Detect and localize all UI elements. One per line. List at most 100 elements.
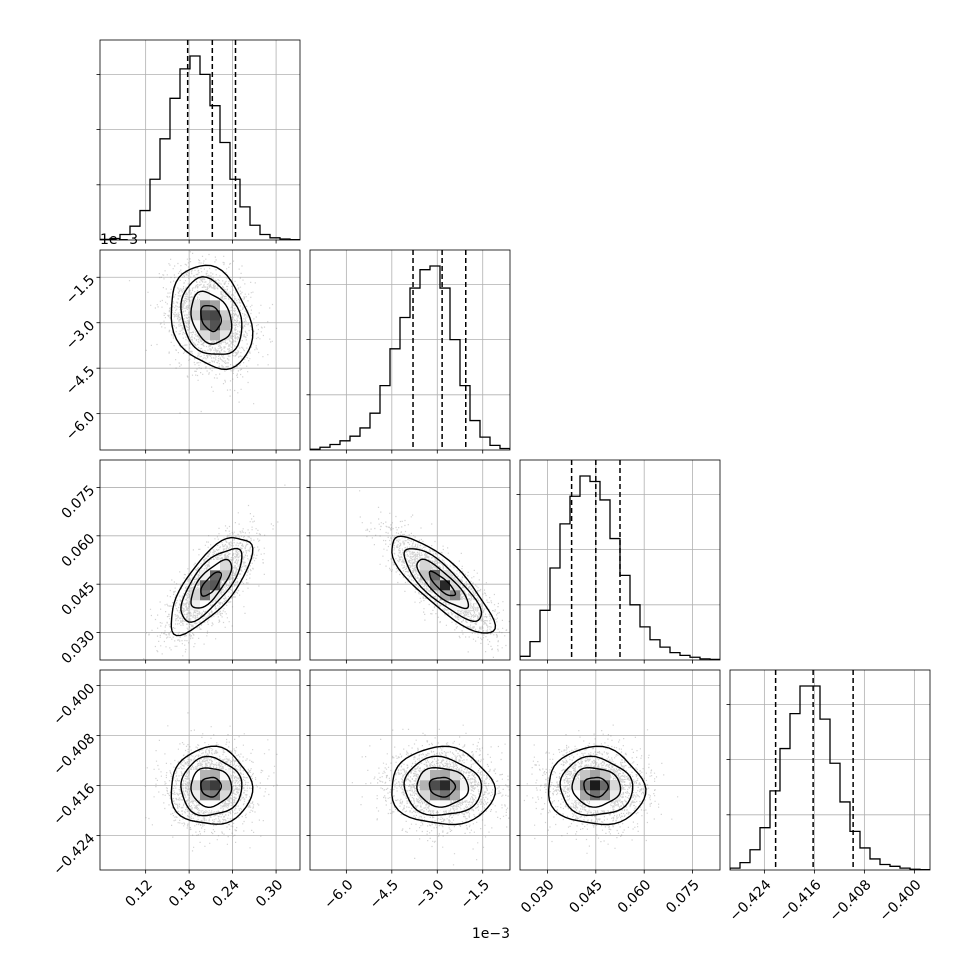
density-cell bbox=[220, 570, 231, 581]
density-cell bbox=[440, 790, 451, 801]
density-cell bbox=[580, 770, 591, 781]
panel-frame-3-0 bbox=[99, 669, 301, 871]
density-cell bbox=[220, 320, 231, 331]
x-tick-label: 0.18 bbox=[166, 877, 199, 910]
density-cell bbox=[220, 780, 231, 791]
y-tick-label: −1.5 bbox=[63, 272, 98, 307]
density-cell bbox=[430, 800, 441, 811]
contour-0 bbox=[200, 776, 222, 798]
contour-0 bbox=[428, 570, 457, 597]
panel-frame-2-1 bbox=[309, 459, 511, 661]
density-cell bbox=[590, 790, 601, 801]
density-cell bbox=[600, 790, 611, 801]
histogram-step bbox=[310, 265, 510, 450]
histogram-2 bbox=[520, 460, 720, 660]
joint-panel-3-0 bbox=[144, 712, 278, 852]
joint-panel-1-0 bbox=[128, 251, 278, 414]
contour-0 bbox=[200, 305, 222, 333]
contour-1 bbox=[190, 290, 233, 345]
density-cell bbox=[610, 780, 621, 791]
density-cell bbox=[430, 570, 441, 581]
density-cell bbox=[450, 790, 461, 801]
density-cell bbox=[210, 790, 221, 801]
contour-3 bbox=[548, 745, 647, 826]
density-cell bbox=[440, 780, 451, 791]
density-cell bbox=[590, 780, 601, 791]
histogram-3 bbox=[730, 670, 930, 870]
density-cell bbox=[210, 330, 221, 341]
contour-1 bbox=[571, 766, 622, 808]
panel-frame-3-1 bbox=[309, 669, 511, 871]
density-cell bbox=[450, 580, 461, 591]
x-tick-label: −0.416 bbox=[777, 877, 825, 925]
density-cell bbox=[190, 300, 201, 311]
density-cell bbox=[200, 330, 211, 341]
density-cell bbox=[190, 780, 201, 791]
contour-3 bbox=[170, 264, 254, 371]
density-cell bbox=[440, 570, 451, 581]
density-cell bbox=[210, 300, 221, 311]
x-tick-label: −4.5 bbox=[367, 877, 402, 912]
density-cell bbox=[210, 320, 221, 331]
contour-3 bbox=[391, 745, 497, 826]
panel-frame-1-0 bbox=[99, 249, 301, 451]
density-cell bbox=[600, 800, 611, 811]
density-cell bbox=[440, 800, 451, 811]
y-tick-label: 0.045 bbox=[59, 579, 99, 619]
density-cell bbox=[460, 790, 471, 801]
x-tick-label: 0.24 bbox=[210, 877, 243, 910]
joint-panel-3-1 bbox=[351, 724, 510, 866]
density-cell bbox=[440, 770, 451, 781]
density-cell bbox=[190, 790, 201, 801]
density-cell bbox=[220, 310, 231, 321]
contour-0 bbox=[583, 776, 609, 798]
x-tick-label: −1.5 bbox=[458, 877, 493, 912]
density-cell bbox=[200, 800, 211, 811]
contour-1 bbox=[416, 766, 470, 808]
x-tick-label: 0.060 bbox=[615, 877, 655, 917]
density-cell bbox=[190, 320, 201, 331]
density-cell bbox=[220, 790, 231, 801]
density-cell bbox=[580, 780, 591, 791]
density-cell bbox=[580, 790, 591, 801]
density-cell bbox=[210, 770, 221, 781]
density-cell bbox=[450, 770, 461, 781]
density-cell bbox=[210, 310, 221, 321]
density-cell bbox=[430, 780, 441, 791]
density-cell bbox=[210, 580, 221, 591]
panel-frame-3-3 bbox=[729, 669, 931, 871]
density-cell bbox=[570, 780, 581, 791]
density-cell bbox=[200, 310, 211, 321]
density-cell bbox=[590, 770, 601, 781]
density-cell bbox=[420, 770, 431, 781]
density-cell bbox=[420, 790, 431, 801]
density-cell bbox=[220, 770, 231, 781]
grid-2-0 bbox=[100, 460, 300, 660]
density-cell bbox=[200, 780, 211, 791]
density-cell bbox=[200, 570, 211, 581]
grid-0-0 bbox=[145, 40, 277, 240]
density-cell bbox=[600, 770, 611, 781]
x-tick-label: −6.0 bbox=[321, 877, 356, 912]
x-offset-text: 1e−3 bbox=[472, 926, 510, 942]
panel-frame-1-1 bbox=[309, 249, 511, 451]
histogram-step bbox=[100, 55, 300, 240]
density-cell bbox=[420, 780, 431, 791]
grid-1-0 bbox=[100, 250, 300, 450]
density-cell bbox=[190, 590, 201, 601]
contour-0 bbox=[428, 776, 457, 798]
density-cell bbox=[430, 770, 441, 781]
density-cell bbox=[210, 780, 221, 791]
density-cell bbox=[600, 780, 611, 791]
density-cell bbox=[420, 560, 431, 571]
x-tick-label: 0.045 bbox=[566, 877, 606, 917]
grid-3-3 bbox=[763, 670, 915, 870]
density-cell bbox=[190, 310, 201, 321]
contour-2 bbox=[559, 755, 634, 817]
density-cell bbox=[190, 600, 201, 611]
contour-0 bbox=[200, 571, 222, 597]
contour-1 bbox=[190, 767, 233, 809]
contour-1 bbox=[416, 558, 470, 610]
x-tick-label: −0.424 bbox=[727, 877, 775, 925]
